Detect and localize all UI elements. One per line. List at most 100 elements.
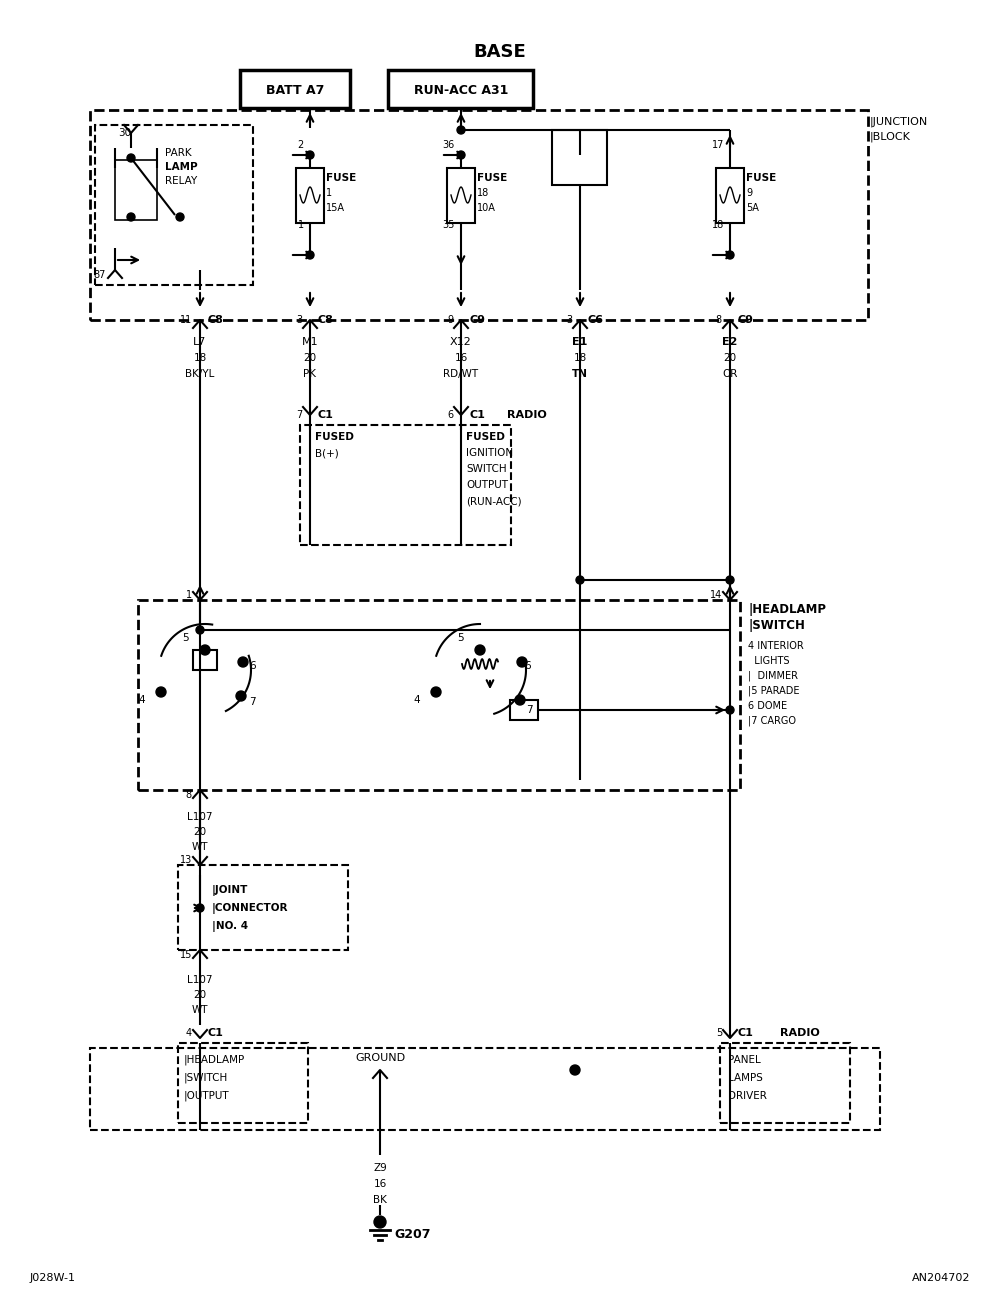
Text: |NO. 4: |NO. 4 xyxy=(212,920,248,932)
Bar xyxy=(240,70,350,107)
Text: 30: 30 xyxy=(118,128,131,138)
Text: 15A: 15A xyxy=(326,203,345,214)
Text: 87: 87 xyxy=(93,270,105,280)
Circle shape xyxy=(156,687,166,697)
Text: RELAY: RELAY xyxy=(165,176,197,186)
Bar xyxy=(178,1043,308,1123)
Text: RUN-ACC A31: RUN-ACC A31 xyxy=(414,84,508,97)
Text: 5: 5 xyxy=(182,633,189,643)
Text: |CONNECTOR: |CONNECTOR xyxy=(212,902,288,914)
Bar xyxy=(90,110,868,320)
Text: C1: C1 xyxy=(208,1027,224,1038)
Text: G207: G207 xyxy=(394,1228,430,1241)
Text: BK/YL: BK/YL xyxy=(185,369,215,379)
Text: |BLOCK: |BLOCK xyxy=(870,132,911,142)
Text: SWITCH: SWITCH xyxy=(466,465,507,474)
Text: 20: 20 xyxy=(193,827,207,837)
Text: BATT A7: BATT A7 xyxy=(266,84,324,97)
Text: |OUTPUT: |OUTPUT xyxy=(184,1091,230,1101)
Circle shape xyxy=(457,126,465,135)
Text: |5 PARADE: |5 PARADE xyxy=(748,686,800,696)
Circle shape xyxy=(374,1216,386,1228)
Text: 16: 16 xyxy=(454,353,468,364)
Text: 1: 1 xyxy=(326,188,332,198)
Text: 15: 15 xyxy=(180,950,192,960)
Circle shape xyxy=(517,657,527,666)
Bar xyxy=(95,126,253,285)
Text: 20: 20 xyxy=(193,990,207,1000)
Text: 4: 4 xyxy=(138,695,145,705)
Text: 3: 3 xyxy=(296,314,302,325)
Text: 18: 18 xyxy=(712,220,724,230)
Text: 7: 7 xyxy=(526,705,533,716)
Text: X12: X12 xyxy=(450,336,472,347)
Text: L107: L107 xyxy=(187,974,213,985)
Text: OUTPUT: OUTPUT xyxy=(466,480,508,490)
Text: 6: 6 xyxy=(249,661,256,672)
Text: TN: TN xyxy=(572,369,588,379)
Text: IGNITION: IGNITION xyxy=(466,448,513,458)
Text: (RUN-ACC): (RUN-ACC) xyxy=(466,496,522,506)
Text: M1: M1 xyxy=(302,336,318,347)
Text: Z9: Z9 xyxy=(373,1163,387,1172)
Text: 17: 17 xyxy=(712,140,724,150)
Text: C1: C1 xyxy=(469,410,485,421)
Circle shape xyxy=(127,214,135,221)
Text: |7 CARGO: |7 CARGO xyxy=(748,716,796,726)
Bar xyxy=(552,129,607,185)
Circle shape xyxy=(726,251,734,259)
Bar xyxy=(193,650,217,670)
Text: AN204702: AN204702 xyxy=(912,1273,970,1282)
Text: PK: PK xyxy=(304,369,316,379)
Circle shape xyxy=(726,707,734,714)
Text: LAMPS: LAMPS xyxy=(728,1073,763,1083)
Circle shape xyxy=(576,576,584,584)
Text: RADIO: RADIO xyxy=(507,410,547,421)
Text: 20: 20 xyxy=(723,353,737,364)
Text: 36: 36 xyxy=(443,140,455,150)
Text: 20: 20 xyxy=(303,353,317,364)
Circle shape xyxy=(570,1065,580,1075)
Text: 16: 16 xyxy=(373,1179,387,1189)
Text: 8: 8 xyxy=(186,791,192,800)
Circle shape xyxy=(726,576,734,584)
Text: RADIO: RADIO xyxy=(780,1027,820,1038)
Text: FUSED: FUSED xyxy=(466,432,505,443)
Circle shape xyxy=(475,644,485,655)
Text: |  DIMMER: | DIMMER xyxy=(748,670,798,681)
Text: 18: 18 xyxy=(573,353,587,364)
Bar xyxy=(716,168,744,223)
Text: 7: 7 xyxy=(249,697,256,707)
Text: 13: 13 xyxy=(180,855,192,864)
Text: 6: 6 xyxy=(524,661,531,672)
Circle shape xyxy=(457,151,465,159)
Circle shape xyxy=(196,626,204,634)
Text: 2: 2 xyxy=(298,140,304,150)
Bar xyxy=(388,70,533,107)
Bar xyxy=(300,424,511,545)
Text: BASE: BASE xyxy=(474,43,526,61)
Text: GROUND: GROUND xyxy=(355,1053,405,1062)
Circle shape xyxy=(515,695,525,705)
Bar xyxy=(138,600,740,791)
Text: C9: C9 xyxy=(738,314,754,325)
Text: 4: 4 xyxy=(186,1027,192,1038)
Text: LAMP: LAMP xyxy=(165,162,198,172)
Circle shape xyxy=(127,154,135,162)
Text: RD/WT: RD/WT xyxy=(443,369,479,379)
Text: 18: 18 xyxy=(477,188,489,198)
Bar xyxy=(447,168,475,223)
Text: LIGHTS: LIGHTS xyxy=(748,656,790,666)
Text: |JOINT: |JOINT xyxy=(212,885,248,895)
Circle shape xyxy=(236,691,246,701)
Text: E1: E1 xyxy=(572,336,588,347)
Text: 5: 5 xyxy=(457,633,464,643)
Text: 1: 1 xyxy=(298,220,304,230)
Text: 1: 1 xyxy=(186,590,192,600)
Text: J028W-1: J028W-1 xyxy=(30,1273,76,1282)
Text: C8: C8 xyxy=(318,314,334,325)
Text: |HEADLAMP: |HEADLAMP xyxy=(184,1055,245,1065)
Text: 6 DOME: 6 DOME xyxy=(748,701,787,710)
Text: |SWITCH: |SWITCH xyxy=(748,620,805,633)
Text: E2: E2 xyxy=(722,336,738,347)
